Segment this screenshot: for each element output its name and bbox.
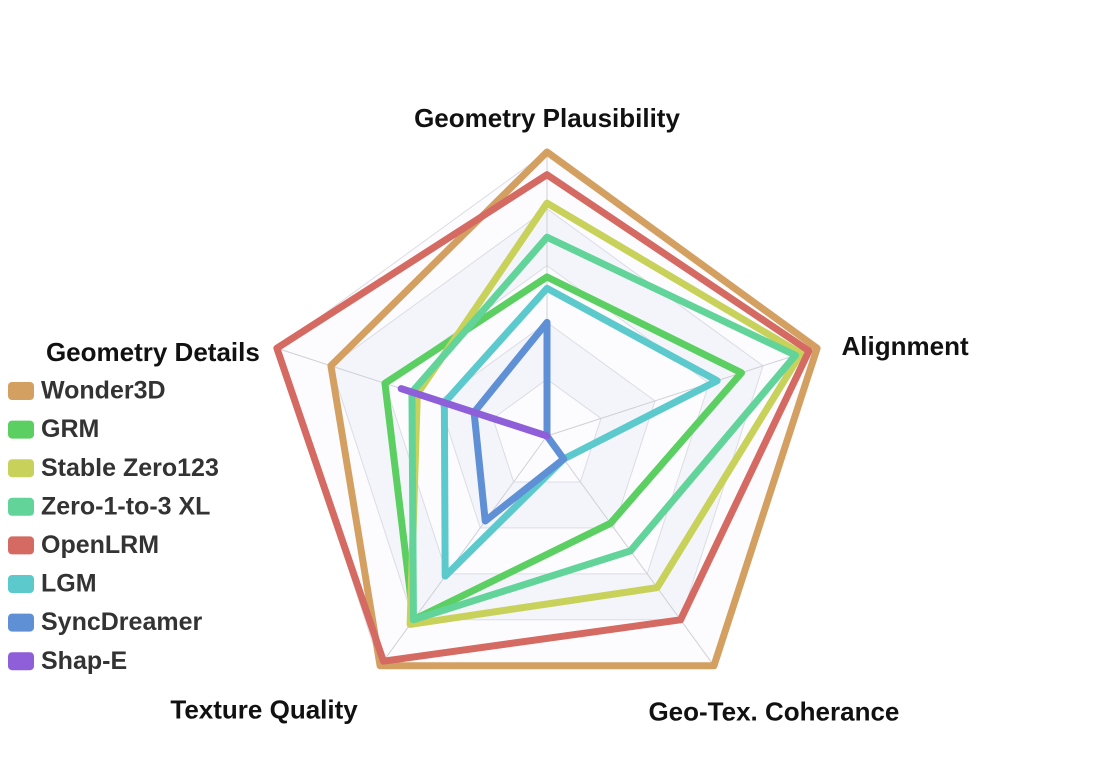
- legend-label-syncdreamer: SyncDreamer: [41, 608, 202, 636]
- legend-label-zero-1-to-3-xl: Zero-1-to-3 XL: [41, 492, 210, 520]
- series-wonder3d-polygon: [327, 148, 821, 670]
- legend-swatch-zero-1-to-3-xl: [8, 497, 34, 516]
- series-grm-polygon: [381, 273, 745, 624]
- series-zero-1-to-3-xl-polygon: [408, 233, 799, 624]
- legend-label-wonder3d: Wonder3D: [41, 377, 166, 405]
- legend-swatch-syncdreamer: [8, 613, 34, 632]
- axis-label-geometry-plausibility: Geometry Plausibility: [414, 103, 680, 133]
- axis-label-texture-quality: Texture Quality: [170, 695, 358, 725]
- legend-swatch-openlrm: [8, 536, 34, 555]
- legend-label-openlrm: OpenLRM: [41, 531, 159, 559]
- legend-swatch-shap-e: [8, 652, 34, 671]
- radar-series: [273, 148, 821, 670]
- series-syncdreamer-polygon: [470, 318, 568, 525]
- axis-spoke: [379, 435, 548, 667]
- legend-label-lgm: LGM: [41, 570, 97, 598]
- legend-label-grm: GRM: [41, 415, 99, 443]
- legend-swatch-wonder3d: [8, 382, 34, 400]
- axis-label-geo-tex-coherance: Geo-Tex. Coherance: [648, 697, 899, 727]
- axis-label-alignment: Alignment: [842, 331, 969, 361]
- axis-label-geometry-details: Geometry Details: [46, 337, 260, 367]
- series-shap-e-polygon: [397, 385, 551, 440]
- legend-swatch-lgm: [8, 575, 34, 593]
- legend-swatch-grm: [8, 420, 34, 439]
- legend-swatch-stable-zero123: [8, 459, 34, 478]
- series-lgm-polygon: [440, 284, 721, 580]
- legend-label-shap-e: Shap-E: [41, 647, 127, 675]
- legend: Wonder3D GRM Stable Zero123 Zero-1-to-3 XL O…: [8, 377, 219, 675]
- legend-label-stable-zero123: Stable Zero123: [41, 454, 219, 482]
- axis-labels: Geometry Plausibility Alignment Geo-Tex. C…: [46, 103, 969, 727]
- series-openlrm-polygon: [273, 171, 813, 665]
- axis-spoke: [546, 347, 818, 437]
